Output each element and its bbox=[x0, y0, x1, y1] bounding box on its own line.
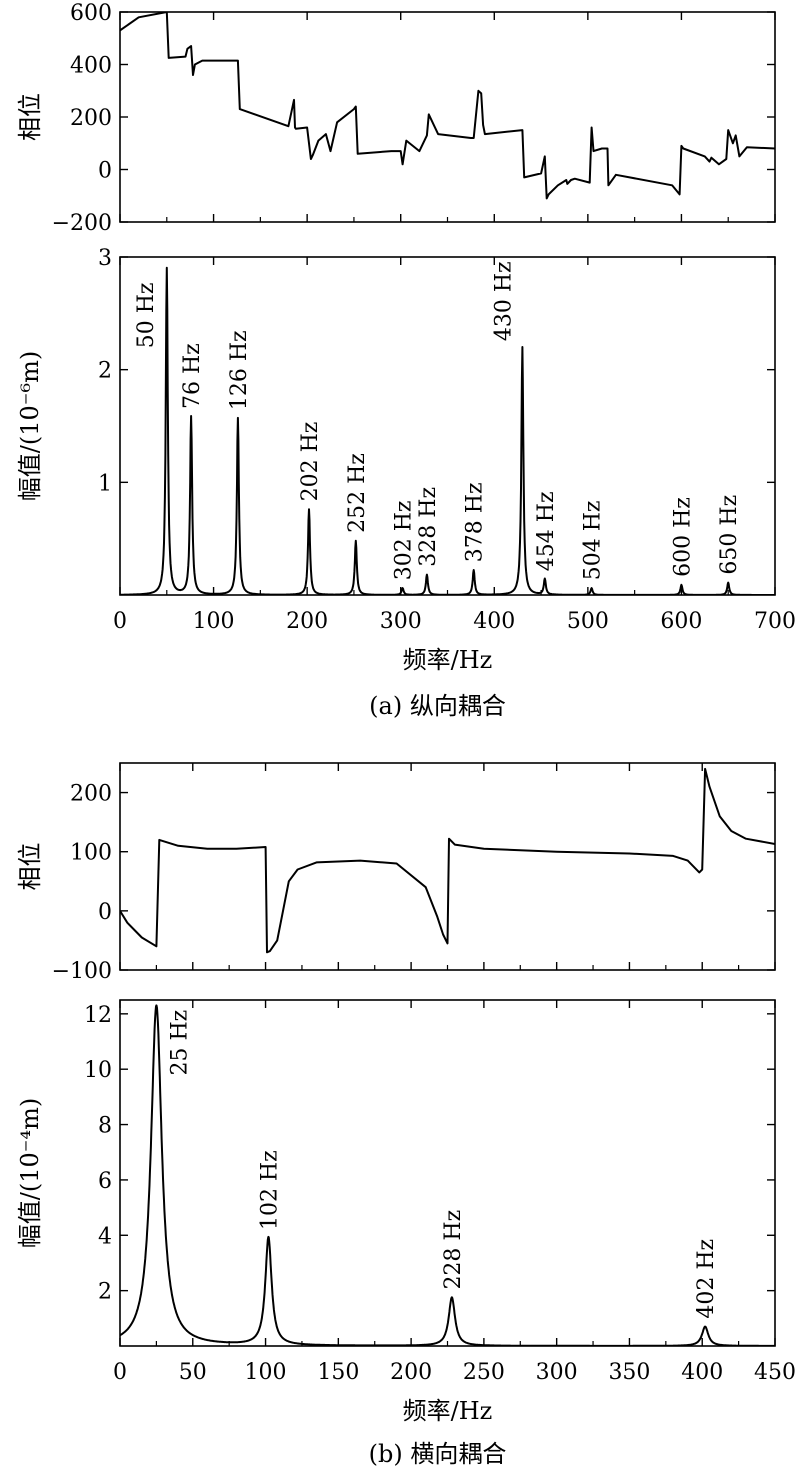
peak-label: 202 Hz bbox=[298, 422, 323, 502]
x-tick-label: 200 bbox=[390, 1360, 432, 1385]
peak-label: 454 Hz bbox=[534, 491, 559, 571]
y-tick-label: −200 bbox=[52, 211, 112, 236]
x-tick-label: 400 bbox=[681, 1360, 723, 1385]
y-axis-label: 相位 bbox=[16, 843, 44, 891]
amplitude-curve-a bbox=[120, 266, 775, 595]
y-tick-label: 10 bbox=[84, 1058, 112, 1083]
y-tick-label: 400 bbox=[70, 54, 112, 79]
y-tick-label: 12 bbox=[84, 1003, 112, 1028]
peak-label: 25 Hz bbox=[167, 1010, 192, 1076]
x-tick-label: 600 bbox=[660, 609, 702, 634]
y-tick-label: −100 bbox=[52, 959, 112, 984]
peak-label: 302 Hz bbox=[392, 500, 417, 580]
y-axis-label: 幅值/(10⁻⁶m) bbox=[16, 351, 44, 501]
peak-label: 328 Hz bbox=[416, 487, 441, 567]
x-tick-label: 450 bbox=[754, 1360, 796, 1385]
peak-label: 600 Hz bbox=[670, 497, 695, 577]
x-tick-label: 0 bbox=[113, 609, 127, 634]
x-tick-label: 500 bbox=[567, 609, 609, 634]
figure-caption: (a) 纵向耦合 bbox=[369, 692, 506, 720]
x-tick-label: 100 bbox=[245, 1360, 287, 1385]
y-tick-label: 2 bbox=[98, 1280, 112, 1305]
y-tick-label: 2 bbox=[98, 359, 112, 384]
x-tick-label: 300 bbox=[536, 1360, 578, 1385]
phase-curve-a bbox=[120, 12, 775, 200]
y-tick-label: 8 bbox=[98, 1114, 112, 1139]
x-tick-label: 400 bbox=[473, 609, 515, 634]
peak-label: 252 Hz bbox=[345, 453, 370, 533]
x-tick-label: 250 bbox=[463, 1360, 505, 1385]
peak-label: 102 Hz bbox=[257, 1150, 282, 1230]
y-axis-label: 幅值/(10⁻⁴m) bbox=[16, 1098, 44, 1248]
x-axis-label: 频率/Hz bbox=[403, 1397, 493, 1425]
peak-label: 504 Hz bbox=[581, 500, 606, 580]
figure-caption: (b) 横向耦合 bbox=[369, 1440, 507, 1468]
peak-label: 378 Hz bbox=[463, 482, 488, 562]
x-tick-label: 150 bbox=[317, 1360, 359, 1385]
y-tick-label: 600 bbox=[70, 1, 112, 26]
x-tick-label: 100 bbox=[193, 609, 235, 634]
y-axis-label: 相位 bbox=[16, 93, 44, 141]
peak-label: 76 Hz bbox=[180, 343, 205, 409]
peak-label: 430 Hz bbox=[491, 261, 516, 341]
peak-label: 50 Hz bbox=[134, 283, 159, 349]
y-tick-label: 100 bbox=[70, 841, 112, 866]
x-tick-label: 0 bbox=[113, 1360, 127, 1385]
x-tick-label: 50 bbox=[179, 1360, 207, 1385]
peak-label: 228 Hz bbox=[441, 1210, 466, 1290]
y-tick-label: 4 bbox=[98, 1224, 112, 1249]
y-tick-label: 1 bbox=[98, 471, 112, 496]
x-tick-label: 700 bbox=[754, 609, 796, 634]
y-tick-label: 6 bbox=[98, 1169, 112, 1194]
y-tick-label: 3 bbox=[98, 246, 112, 271]
plot-frame-b-amplitude bbox=[119, 999, 776, 1347]
phase-curve-b bbox=[120, 767, 775, 954]
x-tick-label: 200 bbox=[286, 609, 328, 634]
y-tick-label: 0 bbox=[98, 900, 112, 925]
x-tick-label: 350 bbox=[608, 1360, 650, 1385]
y-tick-label: 200 bbox=[70, 782, 112, 807]
y-tick-label: 200 bbox=[70, 106, 112, 131]
peak-label: 126 Hz bbox=[227, 330, 252, 410]
x-axis-label: 频率/Hz bbox=[403, 646, 493, 674]
peak-label: 402 Hz bbox=[694, 1239, 719, 1319]
peak-label: 650 Hz bbox=[717, 495, 742, 575]
y-tick-label: 0 bbox=[98, 159, 112, 184]
amplitude-curve-b bbox=[120, 1004, 775, 1346]
x-tick-label: 300 bbox=[380, 609, 422, 634]
